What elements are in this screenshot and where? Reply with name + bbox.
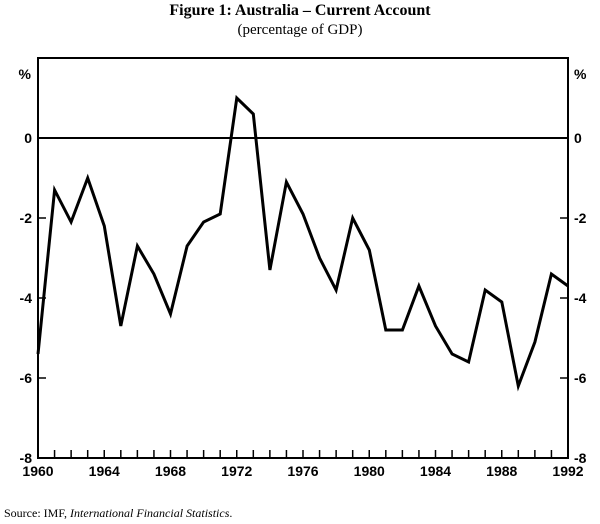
x-tick-label: 1968 xyxy=(155,463,186,479)
x-tick-label: 1972 xyxy=(221,463,252,479)
chart-subtitle: (percentage of GDP) xyxy=(237,22,363,38)
y-tick-label-right: -4 xyxy=(574,290,587,306)
y-tick-label-left: -8 xyxy=(20,450,33,466)
source-suffix: . xyxy=(229,506,233,520)
x-axis-labels: 1960 1964 1968 1972 1976 1980 1984 1988 1992 xyxy=(22,463,583,479)
y-tick-label-left: -6 xyxy=(20,370,33,386)
y-tick-label-left: -4 xyxy=(20,290,33,306)
x-tick-label: 1988 xyxy=(486,463,517,479)
y-tick-label-left: 0 xyxy=(24,130,32,146)
right-unit-label: % xyxy=(574,66,587,82)
x-tick-label: 1980 xyxy=(354,463,385,479)
axis-ticks xyxy=(37,137,569,459)
x-tick-label: 1976 xyxy=(287,463,318,479)
x-tick-label: 1984 xyxy=(420,463,451,479)
series-layer xyxy=(36,94,569,392)
source-publication: International Financial Statistics xyxy=(70,506,230,520)
source-prefix: Source: IMF, xyxy=(4,506,71,520)
x-tick-label: 1992 xyxy=(552,463,583,479)
y-tick-label-right: -8 xyxy=(574,450,587,466)
left-y-axis-labels: 0 -2 -4 -6 -8 xyxy=(20,130,33,466)
y-tick-label-right: -2 xyxy=(574,210,587,226)
left-unit-label: % xyxy=(19,66,32,82)
chart-title: Figure 1: Australia – Current Account xyxy=(169,2,431,19)
right-y-axis-labels: 0 -2 -4 -6 -8 xyxy=(574,130,587,466)
y-tick-label-right: -6 xyxy=(574,370,587,386)
source-note: Source: IMF, International Financial Sta… xyxy=(4,506,232,521)
x-tick-label: 1964 xyxy=(89,463,120,479)
series-line xyxy=(36,94,569,392)
plot-area-frame xyxy=(37,57,569,459)
x-tick-label: 1960 xyxy=(22,463,53,479)
y-tick-label-left: -2 xyxy=(20,210,33,226)
y-tick-label-right: 0 xyxy=(574,130,582,146)
